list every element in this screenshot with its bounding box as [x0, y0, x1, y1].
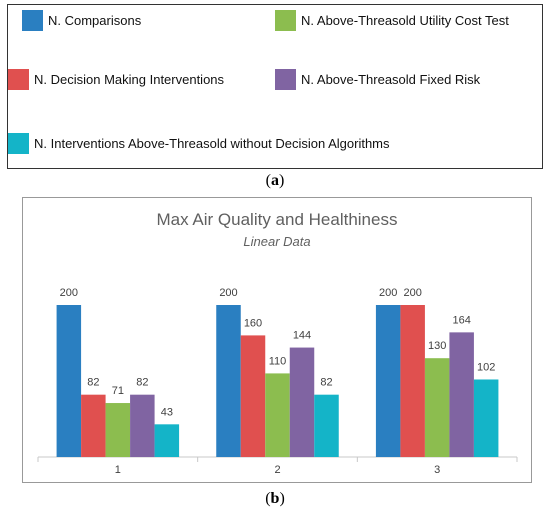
- legend-swatch: [275, 10, 296, 31]
- bar-value-label: 200: [60, 287, 78, 299]
- bar: [400, 305, 425, 457]
- bar-value-label: 200: [219, 287, 237, 299]
- bar-value-label: 71: [112, 385, 124, 397]
- bar: [81, 394, 106, 457]
- bar-value-label: 130: [428, 340, 446, 352]
- legend-swatch: [8, 133, 29, 154]
- bar: [240, 335, 266, 457]
- x-tick-label: 2: [274, 464, 280, 476]
- legend-swatch: [8, 69, 29, 90]
- bar-value-label: 144: [293, 330, 311, 342]
- bar: [473, 379, 499, 457]
- caption-a-letter: a: [271, 172, 279, 189]
- bar: [424, 358, 450, 457]
- bar-value-label: 43: [161, 406, 173, 418]
- bar-value-label: 200: [403, 287, 421, 299]
- bar-value-label: 82: [87, 377, 99, 389]
- legend-label: N. Above-Threasold Fixed Risk: [301, 72, 481, 87]
- bar: [375, 305, 401, 457]
- bar: [105, 403, 131, 457]
- bar-value-label: 102: [477, 361, 495, 373]
- bar: [449, 332, 474, 457]
- bar: [289, 347, 315, 457]
- bar: [56, 305, 82, 457]
- legend-label: N. Above-Threasold Utility Cost Test: [301, 13, 509, 28]
- bar: [314, 394, 339, 457]
- legend-swatch: [275, 69, 296, 90]
- bar-value-label: 82: [320, 377, 332, 389]
- legend-item-fixed-risk: N. Above-Threasold Fixed Risk: [275, 69, 480, 90]
- bar-value-label: 160: [244, 317, 262, 329]
- bar: [265, 373, 290, 457]
- chart-subtitle: Linear Data: [243, 234, 310, 249]
- chart-panel: Max Air Quality and Healthiness Linear Da…: [22, 197, 532, 483]
- bar-value-label: 110: [269, 355, 287, 367]
- legend-item-comparisons: N. Comparisons: [22, 10, 141, 31]
- bar-value-label: 164: [452, 314, 470, 326]
- bar: [130, 394, 155, 457]
- x-tick-label: 1: [115, 464, 121, 476]
- chart-title: Max Air Quality and Healthiness: [157, 210, 398, 229]
- caption-b-letter: b: [270, 490, 280, 507]
- caption-a: (a): [265, 172, 285, 189]
- legend-item-utility-cost-test: N. Above-Threasold Utility Cost Test: [275, 10, 509, 31]
- bar-value-label: 200: [379, 287, 397, 299]
- bar-chart: Max Air Quality and Healthiness Linear Da…: [37, 210, 518, 476]
- bar: [216, 305, 241, 457]
- legend-item-decision-making: N. Decision Making Interventions: [8, 69, 224, 90]
- caption-b: (b): [265, 490, 285, 507]
- legend-panel: N. Comparisons N. Above-Threasold Utilit…: [7, 4, 543, 169]
- bar-value-label: 82: [136, 377, 148, 389]
- legend-swatch: [22, 10, 43, 31]
- x-tick-label: 3: [434, 464, 440, 476]
- legend-label: N. Comparisons: [48, 13, 142, 28]
- legend-item-without-algorithms: N. Interventions Above-Threasold without…: [8, 133, 390, 154]
- bar: [154, 424, 180, 457]
- legend-label: N. Decision Making Interventions: [34, 72, 225, 87]
- legend-label: N. Interventions Above-Threasold without…: [34, 136, 390, 151]
